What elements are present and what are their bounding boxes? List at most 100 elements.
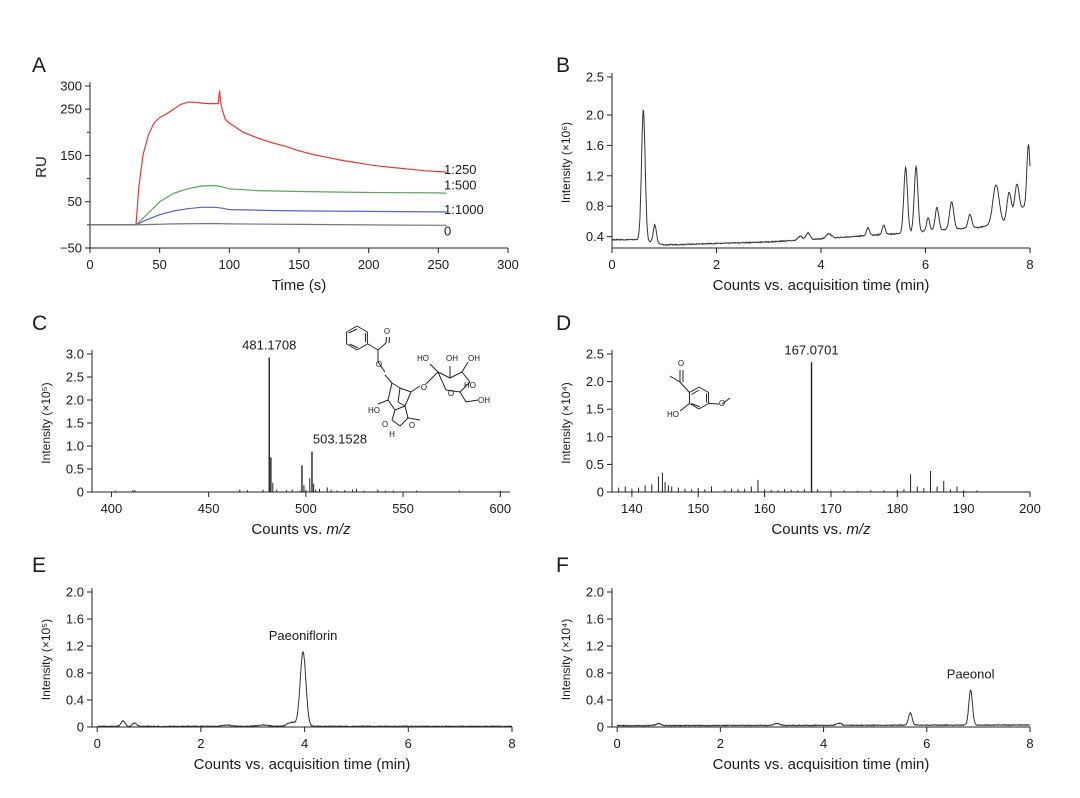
x-tick-label: 250 [427, 257, 449, 272]
x-tick-label: 2 [197, 736, 204, 751]
structure-atom-label: HO [417, 354, 429, 363]
structure-bond [425, 371, 439, 385]
structure-bond [391, 409, 396, 421]
structure-atom-label: HO [667, 410, 679, 419]
x-tick-label: 2 [717, 736, 724, 751]
mz-annotation: 481.1708 [242, 338, 296, 353]
y-tick-label: 1.5 [586, 402, 604, 417]
structure-atom-label: O [376, 360, 382, 369]
x-axis-title: Counts vs. m/z [251, 521, 351, 538]
structure-bond [679, 403, 690, 412]
panel-letter: C [32, 312, 47, 335]
structure-bond [397, 401, 406, 407]
x-tick-label: 4 [301, 736, 308, 751]
x-axis-title: Counts vs. m/z [771, 521, 871, 538]
structure-atom-label: O [382, 420, 388, 429]
peak-annotation: Paeoniflorin [269, 628, 338, 643]
mz-annotation: 167.0701 [784, 342, 838, 357]
x-tick-label: 8 [1026, 257, 1033, 272]
y-tick-label: 2.0 [66, 393, 84, 408]
structure-bond [461, 361, 469, 373]
structure-bond [445, 389, 461, 393]
x-tick-label: 0 [94, 736, 101, 751]
series-line-1-1000 [90, 206, 447, 226]
y-tick-label: 1.0 [66, 439, 84, 454]
x-tick-label: 300 [497, 257, 519, 272]
x-axis-title: Counts vs. acquisition time (min) [713, 756, 930, 773]
paeonol-structure: O HO O [667, 359, 731, 419]
y-axis-title: Intensity (×10⁵) [39, 619, 53, 700]
structure-bond [691, 389, 700, 395]
structure-atom-label: O [678, 359, 684, 368]
panel-f: F 0 2 4 6 8 2.0 1.6 1.2 0.8 0.4 0 Counts vs. acquisi… [556, 554, 1034, 773]
structure-bond [388, 336, 390, 344]
structure-bond [346, 325, 358, 333]
y-tick-label: 0.8 [66, 666, 84, 681]
structure-bond [410, 385, 421, 393]
structure-atom-label: HO [464, 381, 476, 390]
panel-letter: E [32, 554, 46, 577]
x-tick-label: 4 [820, 736, 827, 751]
structure-atom-label: O [421, 383, 427, 392]
x-tick-label: 8 [508, 736, 515, 751]
x-tick-label: 400 [101, 501, 123, 516]
y-tick-label: 0.4 [66, 693, 84, 708]
structure-bond [399, 417, 409, 427]
y-tick-label: 1.5 [66, 416, 84, 431]
series-line-0 [90, 222, 447, 226]
structure-bond [349, 343, 359, 349]
y-axis-title: Intensity (×10⁵) [39, 382, 53, 463]
structure-atom-label: O [448, 389, 454, 398]
series-line-1-500 [90, 184, 447, 226]
structure-bond [356, 325, 368, 333]
y-tick-label: 0 [597, 485, 604, 500]
structure-bond [397, 387, 401, 403]
panel-a: A 0 50 100 150 200 250 300 300 250 150 50 −50 Time (s… [32, 54, 519, 294]
y-tick-label: 1.2 [586, 168, 604, 183]
x-tick-label: 190 [953, 501, 975, 516]
y-tick-label: 1.6 [586, 612, 604, 627]
chromatogram-line [616, 689, 1031, 727]
series-label: 1:250 [444, 162, 477, 177]
structure-atom-label: O [384, 327, 390, 336]
structure-bond [461, 371, 471, 383]
structure-bond [394, 405, 406, 411]
y-tick-label: 2.0 [586, 108, 604, 123]
peak-annotation: Paeonol [947, 667, 995, 682]
y-tick-label: 0.5 [66, 462, 84, 477]
structure-bond [377, 342, 387, 351]
structure-bond [399, 387, 412, 393]
series-label: 0 [444, 223, 451, 238]
panel-c: C 400 450 500 550 600 3.0 2.5 2.0 1.5 1.0 0.5 0 Count… [32, 312, 511, 538]
structure-bond [459, 381, 471, 393]
structure-bond [437, 371, 447, 391]
structure-bond [689, 403, 700, 410]
structure-atom-label: OH [446, 354, 458, 363]
y-axis-title: Intensity (×10⁶) [559, 122, 573, 203]
structure-bond [437, 371, 451, 379]
structure-bond [391, 419, 401, 427]
y-axis-title: RU [33, 156, 50, 178]
structure-bond [459, 391, 467, 403]
structure-bond [698, 386, 709, 393]
x-tick-label: 140 [621, 501, 643, 516]
x-tick-label: 170 [820, 501, 842, 516]
structure-atom-label: O [409, 421, 415, 430]
y-tick-label: 250 [60, 102, 82, 117]
y-tick-label: 0.5 [586, 457, 604, 472]
structure-bond [387, 399, 396, 411]
x-tick-label: 6 [405, 736, 412, 751]
structure-bond [449, 371, 463, 379]
series-line-1-250 [90, 90, 447, 226]
structure-atom-label: H [389, 430, 395, 439]
x-tick-label: 600 [489, 501, 511, 516]
structure-bond [404, 405, 409, 419]
x-tick-label: 500 [295, 501, 317, 516]
structure-bond [348, 328, 358, 334]
structure-bond [377, 399, 389, 405]
y-tick-label: 2.0 [586, 374, 604, 389]
y-tick-label: 0.4 [586, 693, 604, 708]
structure-bond [367, 343, 379, 351]
y-tick-label: 0 [597, 720, 604, 735]
